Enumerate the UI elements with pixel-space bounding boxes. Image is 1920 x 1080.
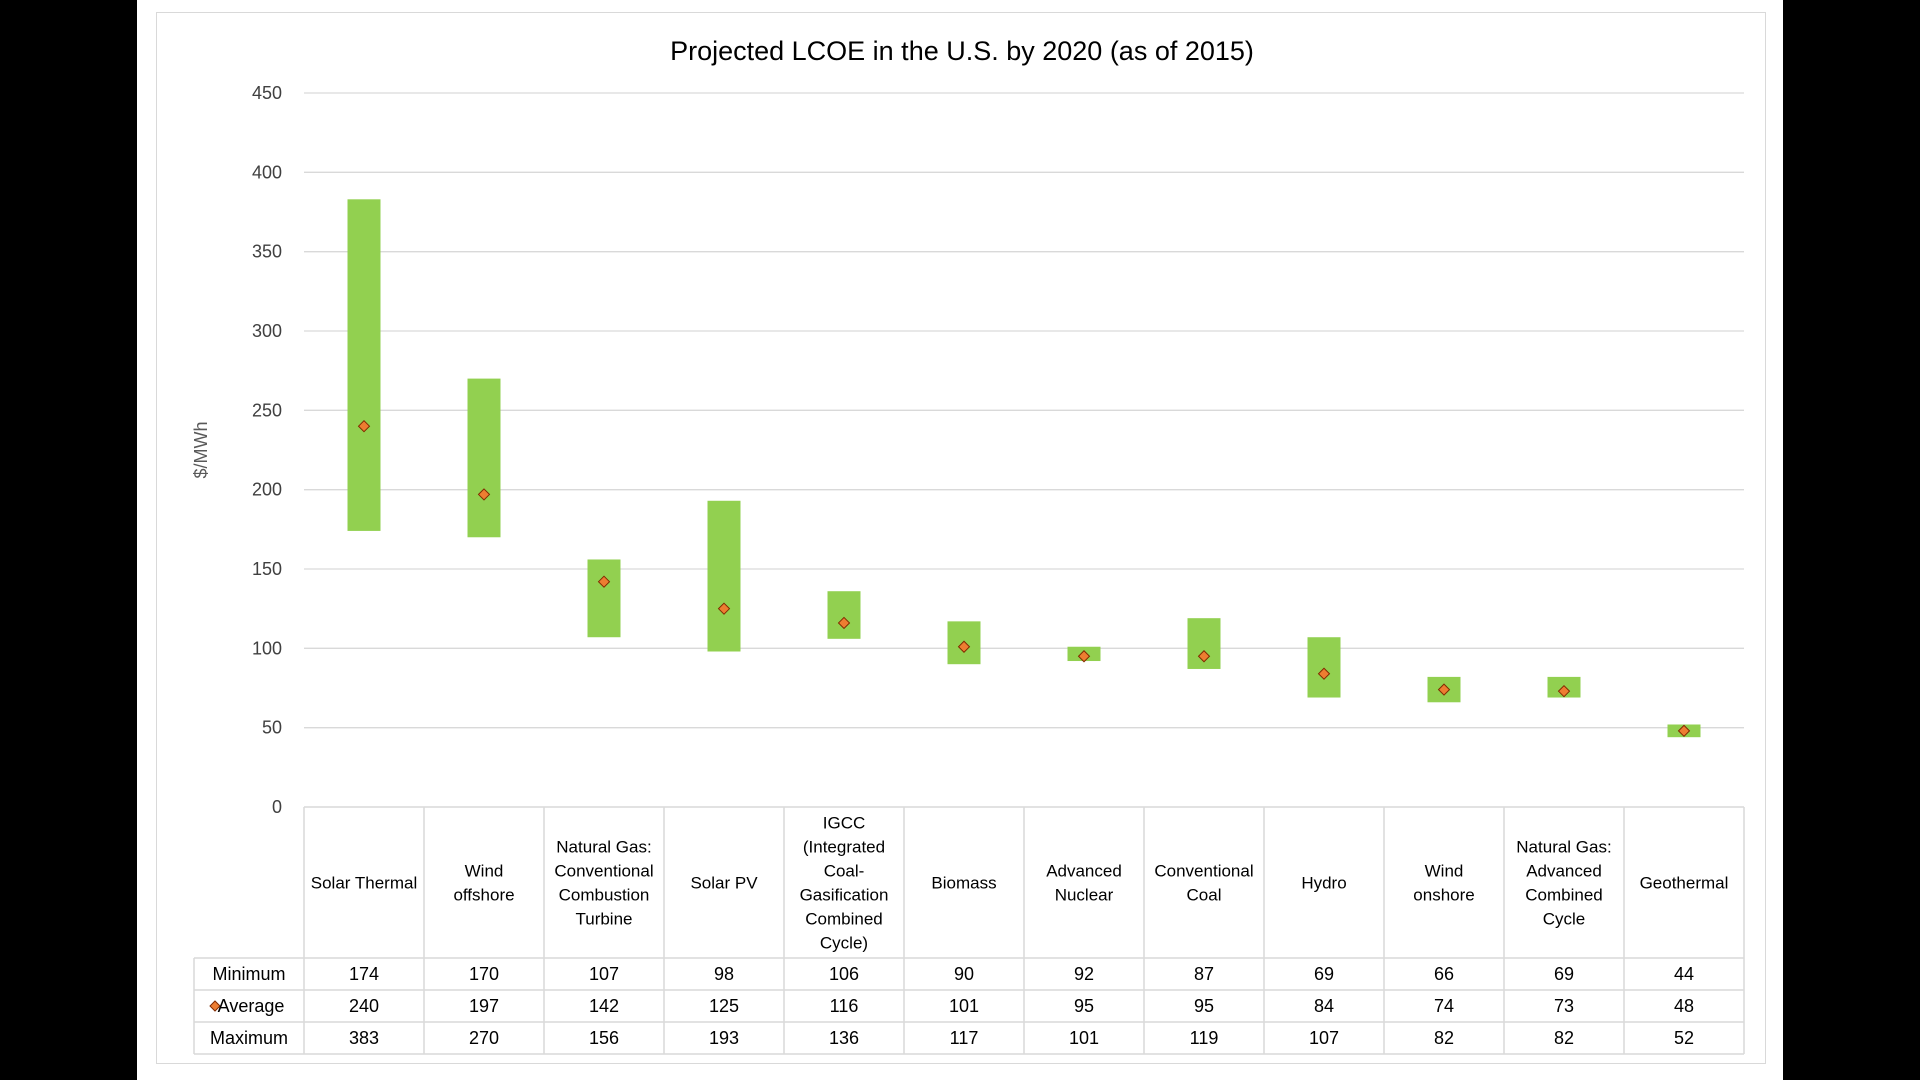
range-bar <box>347 199 381 531</box>
table-cell: 197 <box>469 996 499 1016</box>
range-bar <box>827 591 861 639</box>
table-cell: 48 <box>1674 996 1694 1016</box>
table-cell: 73 <box>1554 996 1574 1016</box>
average-marker <box>1677 724 1691 738</box>
table-cell: 106 <box>829 964 859 984</box>
table-cell: 84 <box>1314 996 1334 1016</box>
table-cell: 174 <box>349 964 379 984</box>
table-cell: 240 <box>349 996 379 1016</box>
category-label: IGCC (Integrated Coal-Gasification Combined… <box>800 814 889 953</box>
category-label: Advanced Nuclear <box>1046 862 1122 905</box>
table-cell: 119 <box>1190 1028 1219 1048</box>
average-marker <box>1437 683 1451 696</box>
table-cell: 125 <box>709 996 739 1016</box>
range-bar <box>587 559 621 638</box>
category-label: Wind offshore <box>453 862 514 905</box>
chart-title: Projected LCOE in the U.S. by 2020 (as o… <box>670 36 1254 66</box>
category-label: Natural Gas: Advanced Combined Cycle <box>1516 838 1611 929</box>
table-cell: 82 <box>1554 1028 1574 1048</box>
table-cell: 383 <box>349 1028 379 1048</box>
table-cell: 52 <box>1674 1028 1694 1048</box>
table-cell: 193 <box>709 1028 739 1048</box>
average-marker <box>1197 650 1211 663</box>
table-cell: 136 <box>829 1028 859 1048</box>
category-label: Conventional Coal <box>1154 862 1253 905</box>
y-tick-label: 50 <box>262 718 282 738</box>
chart-area: Projected LCOE in the U.S. by 2020 (as o… <box>156 12 1766 1064</box>
y-tick-label: 350 <box>252 242 282 262</box>
table-row-header: Average <box>218 996 285 1016</box>
category-label: Solar Thermal <box>311 874 417 893</box>
category-label: Natural Gas: Conventional Combustion Turbin… <box>554 838 653 929</box>
average-marker <box>1557 684 1571 698</box>
average-marker <box>357 419 371 433</box>
legend-average-marker <box>209 1000 221 1012</box>
page: Projected LCOE in the U.S. by 2020 (as o… <box>137 0 1783 1080</box>
table-cell: 170 <box>469 964 499 984</box>
table-cell: 69 <box>1554 964 1574 984</box>
table-row-header: Maximum <box>210 1028 288 1048</box>
y-tick-label: 300 <box>252 321 282 341</box>
y-tick-label: 250 <box>252 400 282 420</box>
lcoe-range-chart: Projected LCOE in the U.S. by 2020 (as o… <box>191 36 1745 1055</box>
table-cell: 74 <box>1434 996 1454 1016</box>
category-label: Wind onshore <box>1413 862 1474 905</box>
table-cell: 44 <box>1674 964 1694 984</box>
average-marker <box>597 575 611 588</box>
table-row-header: Minimum <box>212 964 285 984</box>
table-cell: 69 <box>1314 964 1334 984</box>
y-tick-label: 100 <box>252 638 282 658</box>
table-cell: 142 <box>589 996 619 1016</box>
average-marker <box>717 602 731 615</box>
table-cell: 116 <box>830 996 859 1016</box>
y-tick-label: 0 <box>272 797 282 817</box>
range-bar <box>707 500 741 652</box>
table-cell: 270 <box>469 1028 499 1048</box>
average-marker <box>1317 667 1331 680</box>
category-label: Solar PV <box>690 874 758 893</box>
table-cell: 98 <box>714 964 734 984</box>
average-marker <box>957 640 971 653</box>
table-cell: 117 <box>950 1028 979 1048</box>
table-cell: 156 <box>589 1028 619 1048</box>
table-cell: 101 <box>949 996 979 1016</box>
y-tick-label: 400 <box>252 162 282 182</box>
y-axis-title: $/MWh <box>191 421 211 478</box>
table-cell: 101 <box>1069 1028 1099 1048</box>
table-cell: 95 <box>1074 996 1094 1016</box>
table-cell: 95 <box>1194 996 1214 1016</box>
category-label: Geothermal <box>1640 874 1729 893</box>
category-label: Biomass <box>931 874 996 893</box>
average-marker <box>837 616 851 630</box>
y-tick-label: 200 <box>252 480 282 500</box>
table-cell: 82 <box>1434 1028 1454 1048</box>
average-marker <box>477 488 491 501</box>
table-cell: 92 <box>1074 964 1094 984</box>
category-label: Hydro <box>1301 874 1346 893</box>
y-tick-label: 450 <box>252 83 282 103</box>
table-cell: 107 <box>589 964 619 984</box>
range-bar <box>1307 637 1341 698</box>
table-cell: 107 <box>1309 1028 1339 1048</box>
table-cell: 87 <box>1194 964 1214 984</box>
table-cell: 90 <box>954 964 974 984</box>
table-cell: 66 <box>1434 964 1454 984</box>
average-marker <box>1077 650 1091 663</box>
range-bar <box>467 378 501 538</box>
y-tick-label: 150 <box>252 559 282 579</box>
